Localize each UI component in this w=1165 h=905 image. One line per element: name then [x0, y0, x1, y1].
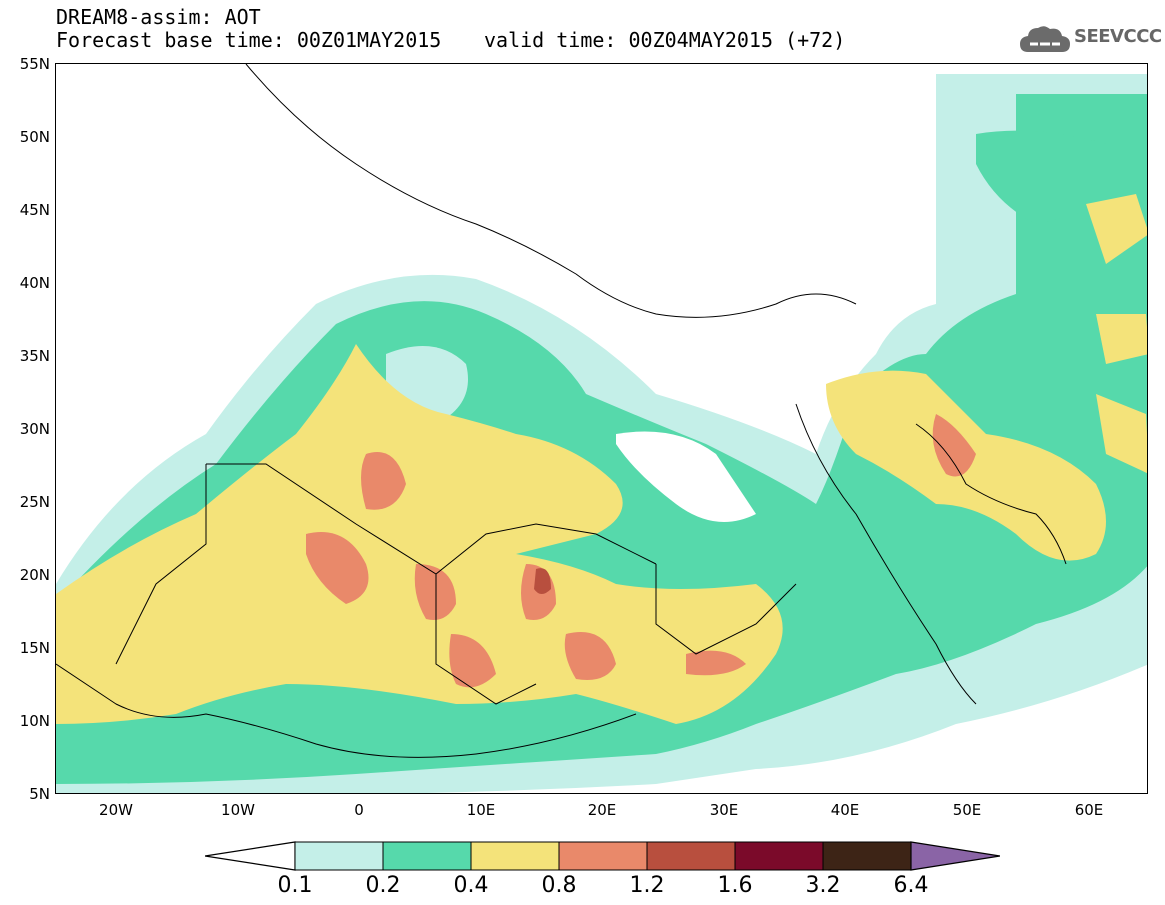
colorbar-swatch — [646, 841, 736, 871]
aot-map — [55, 63, 1148, 794]
colorbar-label: 1.2 — [629, 873, 665, 898]
lon-label: 20E — [587, 801, 617, 819]
colorbar-swatch — [382, 841, 472, 871]
lon-label: 20W — [99, 801, 133, 819]
lon-label: 30E — [709, 801, 739, 819]
aot-band-1.2 — [534, 568, 551, 594]
aot-band-0.8 — [306, 414, 976, 688]
colorbar-swatch — [470, 841, 560, 871]
map-canvas — [56, 64, 1147, 793]
lat-label: 35N — [19, 347, 50, 365]
lat-label: 40N — [19, 274, 50, 292]
colorbar-label: 0.8 — [541, 873, 577, 898]
valid-time: valid time: 00Z04MAY2015 (+72) — [484, 28, 846, 52]
lon-label: 40E — [830, 801, 860, 819]
clear-patch — [616, 431, 756, 522]
colorbar-label: 0.4 — [453, 873, 489, 898]
lat-label: 10N — [19, 712, 50, 730]
lat-label: 45N — [19, 201, 50, 219]
lon-label: 50E — [952, 801, 982, 819]
cloud-logo-icon — [1020, 26, 1070, 52]
colorbar-label: 0.1 — [277, 873, 313, 898]
lon-label: 0 — [354, 801, 364, 819]
colorbar-label: 0.2 — [365, 873, 401, 898]
colorbar-label: 6.4 — [893, 873, 929, 898]
forecast-base-time: Forecast base time: 00Z01MAY2015 — [56, 28, 442, 52]
colorbar-low-arrow — [205, 841, 296, 871]
colorbar — [205, 841, 1000, 871]
lat-label: 25N — [19, 493, 50, 511]
colorbar-swatch — [294, 841, 384, 871]
lat-label: 55N — [19, 55, 50, 73]
lat-label: 50N — [19, 128, 50, 146]
lon-label: 60E — [1074, 801, 1104, 819]
colorbar-label: 3.2 — [805, 873, 841, 898]
brand-name: SEEVCCC — [1074, 26, 1162, 47]
colorbar-swatch — [822, 841, 912, 871]
lat-label: 20N — [19, 566, 50, 584]
colorbar-swatch — [558, 841, 648, 871]
brand-logo: SEEVCCC — [1018, 20, 1162, 60]
country-borders — [56, 64, 1067, 758]
aot-band-0.4 — [56, 194, 1147, 724]
lon-label: 10W — [221, 801, 255, 819]
colorbar-swatch — [734, 841, 824, 871]
colorbar-high-arrow — [910, 841, 1000, 871]
lat-label: 5N — [29, 785, 50, 803]
colorbar-label: 1.6 — [717, 873, 753, 898]
lon-label: 10E — [466, 801, 496, 819]
lat-label: 15N — [19, 639, 50, 657]
lat-label: 30N — [19, 420, 50, 438]
chart-title: DREAM8-assim: AOT — [56, 5, 261, 29]
